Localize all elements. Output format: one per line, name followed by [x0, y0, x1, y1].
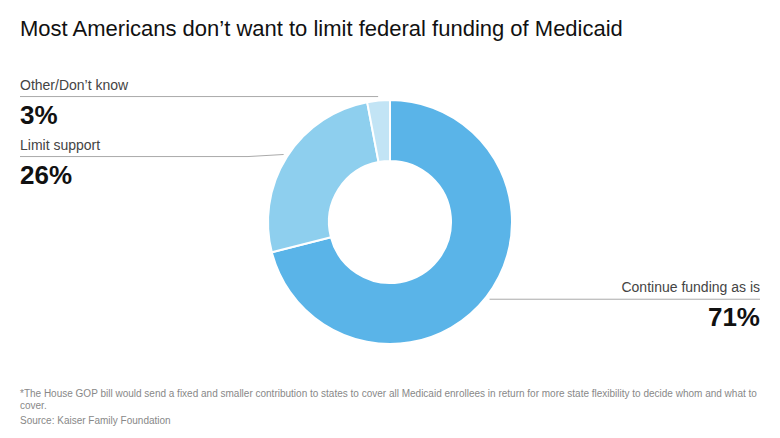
annotation: Source: Kaiser Family Foundation	[20, 415, 171, 426]
annotation: *The House GOP bill would send a fixed a…	[20, 388, 757, 411]
slices	[268, 100, 512, 344]
slice	[367, 100, 390, 162]
leader-line	[490, 299, 760, 300]
slice-label: Other/Don’t know	[20, 77, 129, 93]
leader-line	[20, 96, 378, 97]
slice-label: Limit support	[20, 137, 100, 153]
data-label: 3%	[20, 100, 58, 130]
slice	[268, 102, 379, 252]
title: Most Americans don’t want to limit feder…	[20, 16, 623, 41]
slice-label: Continue funding as is	[621, 279, 760, 295]
chart: Most Americans don’t want to limit feder…	[0, 0, 780, 438]
labels: Continue funding as is 71% Limit support 26…	[20, 77, 760, 333]
leader-line	[20, 154, 284, 156]
data-label: 26%	[20, 160, 72, 190]
data-label: 71%	[708, 302, 760, 332]
